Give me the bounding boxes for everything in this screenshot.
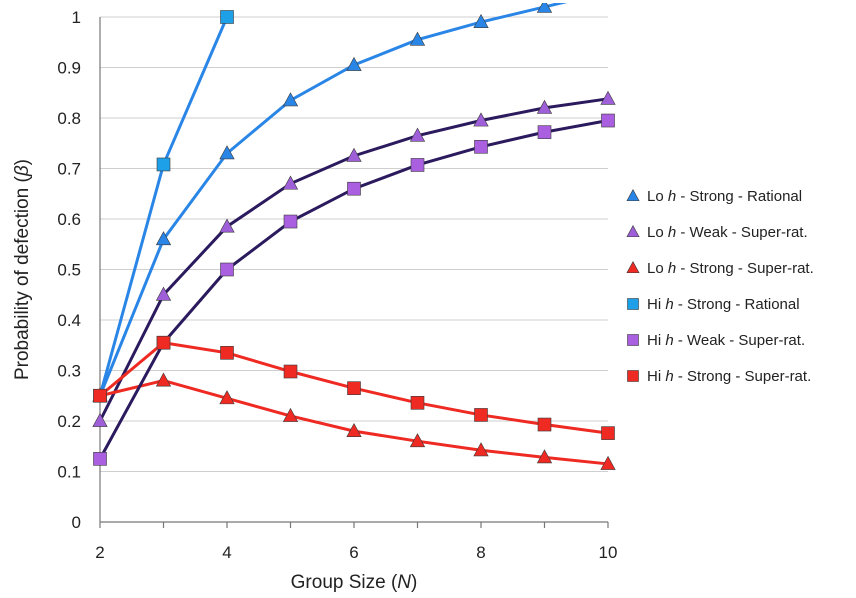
legend-swatch <box>626 261 640 274</box>
y-axis-title-prefix: Probability of defection ( <box>12 176 33 381</box>
y-tick-label: 0.8 <box>57 109 81 128</box>
data-point <box>473 442 489 457</box>
y-tick-label: 0.7 <box>57 160 81 179</box>
data-point <box>346 422 362 438</box>
x-axis-title-suffix: ) <box>411 572 417 593</box>
data-point <box>155 231 172 246</box>
data-point <box>220 262 234 277</box>
series-5 <box>93 113 615 466</box>
data-point <box>601 113 615 128</box>
series-line <box>98 119 609 460</box>
legend-label: Lo h - Weak - Super-rat. <box>647 224 808 241</box>
data-point <box>283 364 298 379</box>
y-tick-label: 0.9 <box>57 59 81 78</box>
data-point <box>600 90 616 105</box>
y-axis-title-symbol: β <box>12 165 33 177</box>
data-point <box>347 181 361 196</box>
data-point <box>93 452 107 466</box>
x-axis-title-symbol: N <box>397 572 411 593</box>
data-point <box>220 346 234 360</box>
y-tick-label: 1 <box>72 8 81 27</box>
legend-item: Lo h - Strong - Super-rat. <box>626 260 814 277</box>
data-point <box>282 92 299 107</box>
y-tick-label: 0.4 <box>57 311 81 330</box>
data-point <box>155 286 172 301</box>
x-tick-label: 2 <box>95 543 104 562</box>
data-point <box>219 145 235 160</box>
series-1 <box>92 3 568 402</box>
x-tick-label: 8 <box>476 543 485 562</box>
legend-swatch <box>627 370 639 382</box>
data-point <box>346 147 362 162</box>
x-tick-label: 10 <box>599 543 618 562</box>
legend: Lo h - Strong - Rational Lo h - Weak - Su… <box>626 188 814 385</box>
data-point <box>156 335 171 350</box>
gridlines <box>100 16 608 523</box>
data-point <box>537 417 552 432</box>
data-point <box>474 139 488 154</box>
y-tick-label: 0.2 <box>57 412 81 431</box>
legend-label: Lo h - Strong - Rational <box>647 188 802 205</box>
x-tick-label: 4 <box>222 543 231 562</box>
data-point <box>409 433 426 448</box>
series-6 <box>93 335 615 440</box>
y-tick-label: 0.6 <box>57 210 81 229</box>
data-point <box>219 390 235 405</box>
y-tick-labels: 0 0.1 0.2 0.3 0.4 0.5 0.6 0.7 0.8 0.9 1 <box>57 8 81 532</box>
data-point <box>283 214 298 229</box>
series-layer <box>92 3 616 470</box>
data-point <box>600 455 616 470</box>
x-axis-title-prefix: Group Size ( <box>291 572 398 593</box>
y-axis-title: Probability of defection (β) <box>12 159 33 380</box>
data-point <box>409 127 426 142</box>
data-point <box>474 408 488 422</box>
legend-label: Hi h - Strong - Super-rat. <box>647 368 811 385</box>
data-point <box>473 13 489 28</box>
legend-label: Lo h - Strong - Super-rat. <box>647 260 814 277</box>
data-point <box>282 175 299 190</box>
y-tick-label: 0.5 <box>57 261 81 280</box>
x-axis-title: Group Size (N) <box>291 572 418 593</box>
data-point <box>410 396 425 410</box>
data-point <box>473 112 489 127</box>
y-tick-label: 0.3 <box>57 362 81 381</box>
y-tick-label: 0.1 <box>57 463 81 482</box>
legend-item: Hi h - Strong - Super-rat. <box>627 368 811 385</box>
legend-swatch <box>626 225 640 238</box>
data-point <box>410 158 425 172</box>
data-point <box>220 10 234 24</box>
data-point <box>536 3 553 13</box>
legend-label: Hi h - Weak - Super-rat. <box>647 332 805 349</box>
legend-item: Lo h - Weak - Super-rat. <box>626 224 808 241</box>
data-point <box>92 412 108 427</box>
legend-swatch <box>627 298 639 310</box>
legend-item: Lo h - Strong - Rational <box>626 188 802 205</box>
series-2 <box>92 90 616 427</box>
legend-item: Hi h - Weak - Super-rat. <box>627 332 805 349</box>
data-point <box>346 56 362 71</box>
legend-swatch <box>627 334 639 346</box>
data-point <box>537 125 552 139</box>
data-point <box>219 218 235 233</box>
x-tick-label: 6 <box>349 543 358 562</box>
data-point <box>536 449 553 464</box>
series-line <box>98 97 609 422</box>
x-tick-labels: 2 4 6 8 10 <box>95 543 617 562</box>
y-tick-label: 0 <box>72 513 81 532</box>
data-point <box>155 372 172 387</box>
data-point <box>536 99 553 114</box>
axes <box>99 17 609 528</box>
data-point <box>93 388 107 403</box>
data-point <box>347 381 361 395</box>
legend-swatch <box>626 189 640 202</box>
data-point <box>601 426 615 440</box>
data-point <box>282 407 299 422</box>
legend-item: Hi h - Strong - Rational <box>627 296 800 313</box>
data-point <box>409 31 426 46</box>
legend-label: Hi h - Strong - Rational <box>647 296 800 313</box>
y-axis-title-suffix: ) <box>12 159 33 165</box>
data-point <box>156 157 171 172</box>
